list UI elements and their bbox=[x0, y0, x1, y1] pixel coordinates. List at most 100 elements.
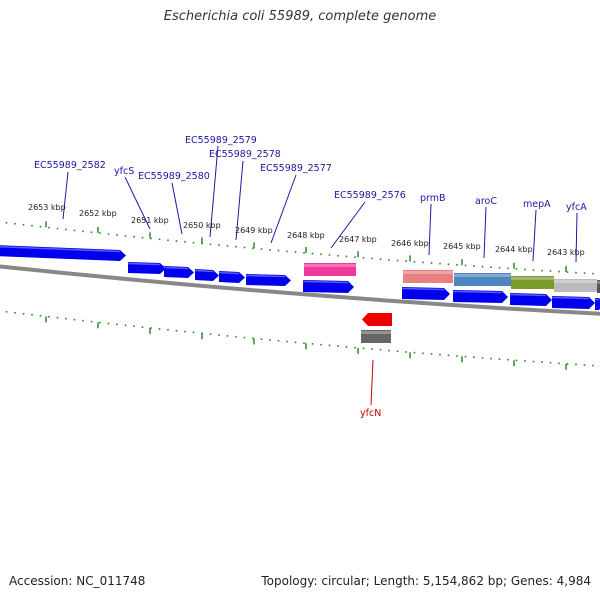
gene-highlight bbox=[194, 269, 214, 273]
outer-scale-ticks bbox=[45, 221, 567, 273]
scale-dot bbox=[269, 339, 271, 341]
scale-dot bbox=[141, 236, 144, 239]
gene-highlight bbox=[361, 331, 391, 334]
outer-scale-dots bbox=[5, 221, 594, 275]
gene-label-EC55989_2580[interactable]: EC55989_2580 bbox=[138, 171, 210, 182]
gene-feature-olive bbox=[511, 276, 554, 289]
scale-dot bbox=[328, 254, 331, 256]
gene-label-aroC[interactable]: aroC bbox=[475, 196, 497, 207]
scale-label: 2651 kbp bbox=[131, 216, 169, 225]
gene-feature-dark bbox=[597, 280, 600, 293]
scale-dot bbox=[192, 331, 195, 334]
scale-dot bbox=[413, 260, 416, 263]
gene-highlight bbox=[554, 280, 597, 283]
scale-dot bbox=[354, 346, 356, 349]
gene-label-EC55989_2579[interactable]: EC55989_2579 bbox=[185, 135, 257, 146]
scale-dot bbox=[430, 262, 433, 264]
scale-dot bbox=[65, 317, 67, 320]
gene-arrow bbox=[0, 245, 126, 261]
scale-dot bbox=[592, 272, 594, 275]
scale-dot bbox=[133, 235, 135, 238]
scale-dot bbox=[320, 343, 322, 346]
scale-dot bbox=[184, 330, 186, 333]
gene-label-yfcS[interactable]: yfcS bbox=[114, 166, 134, 177]
gene-highlight bbox=[127, 262, 161, 266]
scale-dot bbox=[277, 249, 280, 252]
scale-dot bbox=[175, 240, 178, 242]
scale-dot bbox=[337, 254, 339, 257]
scale-dot bbox=[396, 350, 399, 353]
scale-dot bbox=[39, 225, 42, 228]
scale-dot bbox=[73, 318, 76, 321]
scale-dot bbox=[14, 311, 16, 314]
scale-dot bbox=[575, 271, 577, 274]
gene-label-EC55989_2582[interactable]: EC55989_2582 bbox=[34, 160, 106, 171]
leader-line-yfcN bbox=[370, 359, 374, 406]
scale-dot bbox=[252, 337, 254, 340]
scale-label: 2645 kbp bbox=[443, 242, 481, 251]
gene-label-EC55989_2578[interactable]: EC55989_2578 bbox=[209, 149, 281, 160]
scale-dot bbox=[141, 326, 144, 328]
gene-highlight bbox=[403, 271, 453, 274]
gene-label-prmB[interactable]: prmB bbox=[420, 193, 446, 204]
scale-dot bbox=[303, 342, 305, 344]
scale-dot bbox=[515, 359, 518, 362]
scale-dot bbox=[592, 364, 594, 367]
scale-dot bbox=[473, 265, 475, 267]
scale-dot bbox=[39, 314, 42, 317]
scale-dot bbox=[116, 323, 118, 326]
scale-dot bbox=[252, 247, 254, 250]
scale-dot bbox=[124, 235, 127, 237]
scale-dot bbox=[218, 244, 220, 246]
scale-dot bbox=[413, 351, 416, 354]
scale-dot bbox=[48, 315, 50, 318]
genome-backbone bbox=[0, 264, 600, 316]
scale-dot bbox=[507, 267, 509, 270]
scale-dot bbox=[99, 321, 101, 324]
gene-highlight bbox=[0, 245, 121, 253]
gene-arrow bbox=[195, 269, 219, 281]
scale-dot bbox=[82, 319, 84, 322]
scale-dot bbox=[218, 334, 220, 336]
gene-arrow-reverse bbox=[362, 313, 392, 326]
gene-arrow bbox=[246, 274, 291, 286]
scale-dot bbox=[362, 347, 365, 350]
scale-dot bbox=[158, 328, 161, 330]
gene-feature-magenta bbox=[304, 263, 356, 276]
scale-dot bbox=[167, 239, 169, 241]
scale-label: 2646 kbp bbox=[391, 239, 429, 248]
scale-dot bbox=[345, 346, 348, 348]
scale-dot bbox=[354, 256, 356, 258]
gene-arrow bbox=[128, 262, 166, 274]
gene-label-yfcN[interactable]: yfcN bbox=[360, 408, 381, 419]
gene-highlight bbox=[452, 290, 503, 294]
gene-label-EC55989_2577[interactable]: EC55989_2577 bbox=[260, 163, 332, 174]
scale-dot bbox=[583, 364, 586, 366]
scale-dot bbox=[269, 249, 271, 251]
inner-scale-dots bbox=[5, 310, 594, 367]
gene-label-yfcA[interactable]: yfcA bbox=[566, 202, 587, 213]
scale-dot bbox=[150, 327, 152, 329]
gene-arrow bbox=[510, 293, 552, 306]
scale-dot bbox=[167, 329, 169, 331]
scale-dot bbox=[31, 313, 33, 316]
gene-label-EC55989_2576[interactable]: EC55989_2576 bbox=[334, 190, 406, 201]
scale-dot bbox=[498, 267, 501, 269]
scale-dot bbox=[583, 272, 586, 274]
scale-dot bbox=[99, 232, 101, 234]
scale-dot bbox=[405, 260, 407, 262]
scale-dot bbox=[243, 336, 246, 339]
gene-arrow bbox=[453, 290, 508, 303]
gene-highlight bbox=[401, 287, 445, 291]
scale-dot bbox=[464, 355, 467, 358]
scale-dot bbox=[456, 264, 458, 266]
scale-label: 2653 kbp bbox=[28, 203, 66, 212]
scale-dot bbox=[464, 264, 467, 267]
gene-label-mepA[interactable]: mepA bbox=[523, 199, 551, 210]
gene-highlight bbox=[304, 264, 356, 267]
scale-dot bbox=[490, 357, 492, 360]
scale-dot bbox=[107, 322, 110, 325]
scale-label: 2648 kbp bbox=[287, 231, 325, 240]
scale-dot bbox=[524, 360, 526, 362]
